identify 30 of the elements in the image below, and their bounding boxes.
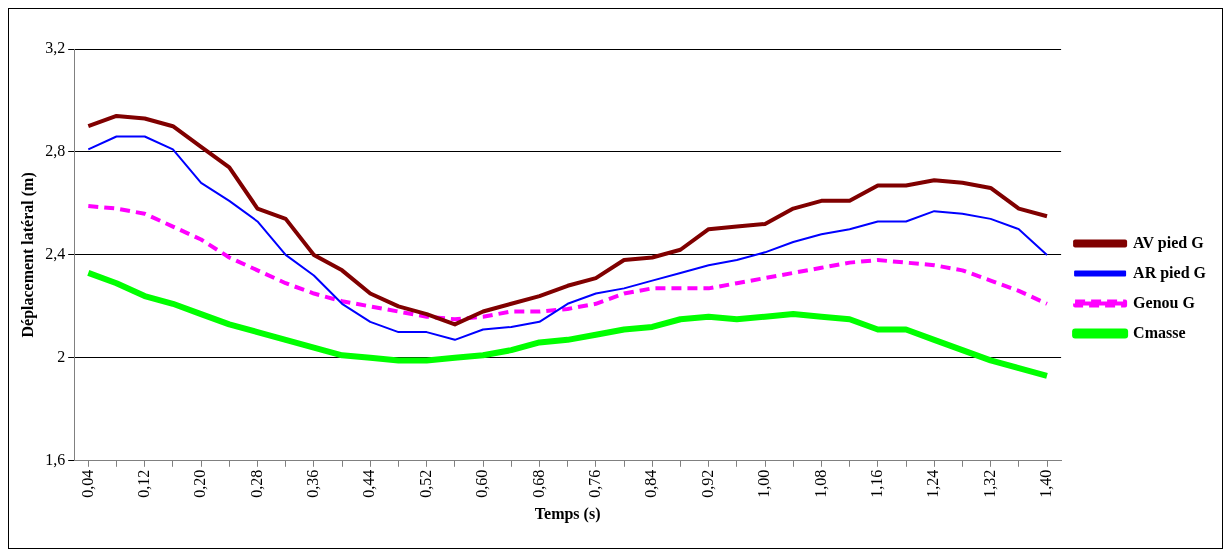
x-tick-label: 0,36 bbox=[304, 469, 322, 498]
y-tick-label: 1,6 bbox=[45, 451, 66, 468]
legend-label: Cmasse bbox=[1133, 323, 1186, 341]
x-tick-label: 0,20 bbox=[191, 469, 209, 498]
x-tick-label: 1,00 bbox=[755, 469, 773, 498]
y-tick-label: 2 bbox=[57, 348, 66, 366]
legend-label: AR pied G bbox=[1133, 263, 1207, 282]
y-tick-label: 3,2 bbox=[45, 39, 66, 57]
x-tick-label: 1,32 bbox=[980, 469, 998, 498]
y-tick-label: 2,4 bbox=[45, 245, 66, 263]
x-tick-label: 0,04 bbox=[78, 469, 96, 498]
x-tick-label: 1,24 bbox=[924, 469, 942, 498]
y-tick-label: 2,8 bbox=[45, 142, 66, 160]
x-tick-label: 0,28 bbox=[247, 469, 265, 498]
legend-label: Genou G bbox=[1133, 293, 1196, 311]
x-tick-label: 0,52 bbox=[416, 469, 434, 498]
x-tick-label: 0,92 bbox=[698, 469, 716, 498]
legend-label: AV pied G bbox=[1133, 233, 1205, 252]
y-axis-title: Déplacement latéral (m) bbox=[18, 172, 37, 338]
x-tick-label: 0,84 bbox=[642, 469, 660, 498]
x-tick-label: 0,76 bbox=[586, 469, 604, 498]
x-tick-label: 1,16 bbox=[868, 469, 886, 498]
x-tick-label: 0,12 bbox=[134, 469, 152, 498]
x-tick-label: 1,08 bbox=[811, 469, 829, 498]
x-tick-label: 1,40 bbox=[1037, 469, 1055, 498]
line-series bbox=[86, 204, 1049, 322]
x-tick-label: 0,60 bbox=[473, 469, 491, 498]
x-tick-label: 0,68 bbox=[529, 469, 547, 498]
x-axis-title: Temps (s) bbox=[534, 504, 601, 523]
x-tick-label: 0,44 bbox=[360, 469, 378, 498]
